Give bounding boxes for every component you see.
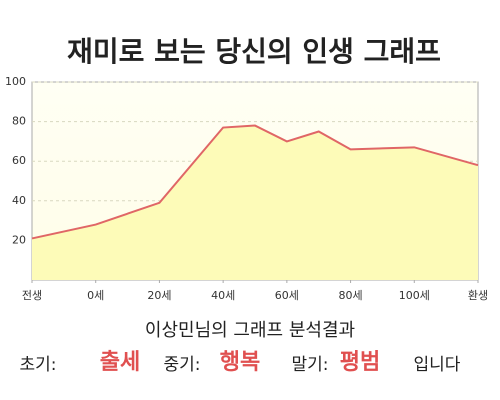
summary-label: 말기: [291,355,328,375]
y-tick-label: 100 [5,75,26,88]
x-tick-label: 20세 [147,289,171,302]
x-tick-label: 0세 [87,289,104,302]
area [32,125,478,280]
y-tick-label: 20 [12,233,26,246]
x-tick-label: 환생 [468,289,488,302]
line [31,124,479,240]
summary-value: 출세 [100,350,140,375]
summary-value: 행복 [220,350,260,375]
summary-label: 초기: [19,355,56,375]
subtitle: 이상민님의 그래프 분석결과 [145,320,355,341]
chart-title: 재미로 보는 당신의 인생 그래프 [67,35,441,68]
summary-value: 평범 [340,350,380,375]
x-tick-label: 80세 [339,289,363,302]
x-tick-label: 100세 [399,289,430,302]
suffix: 입니다 [414,355,461,375]
x-tick-label: 40세 [211,289,235,302]
y-tick-label: 80 [12,115,26,128]
y-tick-label: 60 [12,154,26,167]
x-tick-label: 전생 [22,289,42,302]
y-tick-label: 40 [12,194,26,207]
summary-label: 중기: [163,355,200,375]
x-tick-label: 60세 [275,289,299,302]
